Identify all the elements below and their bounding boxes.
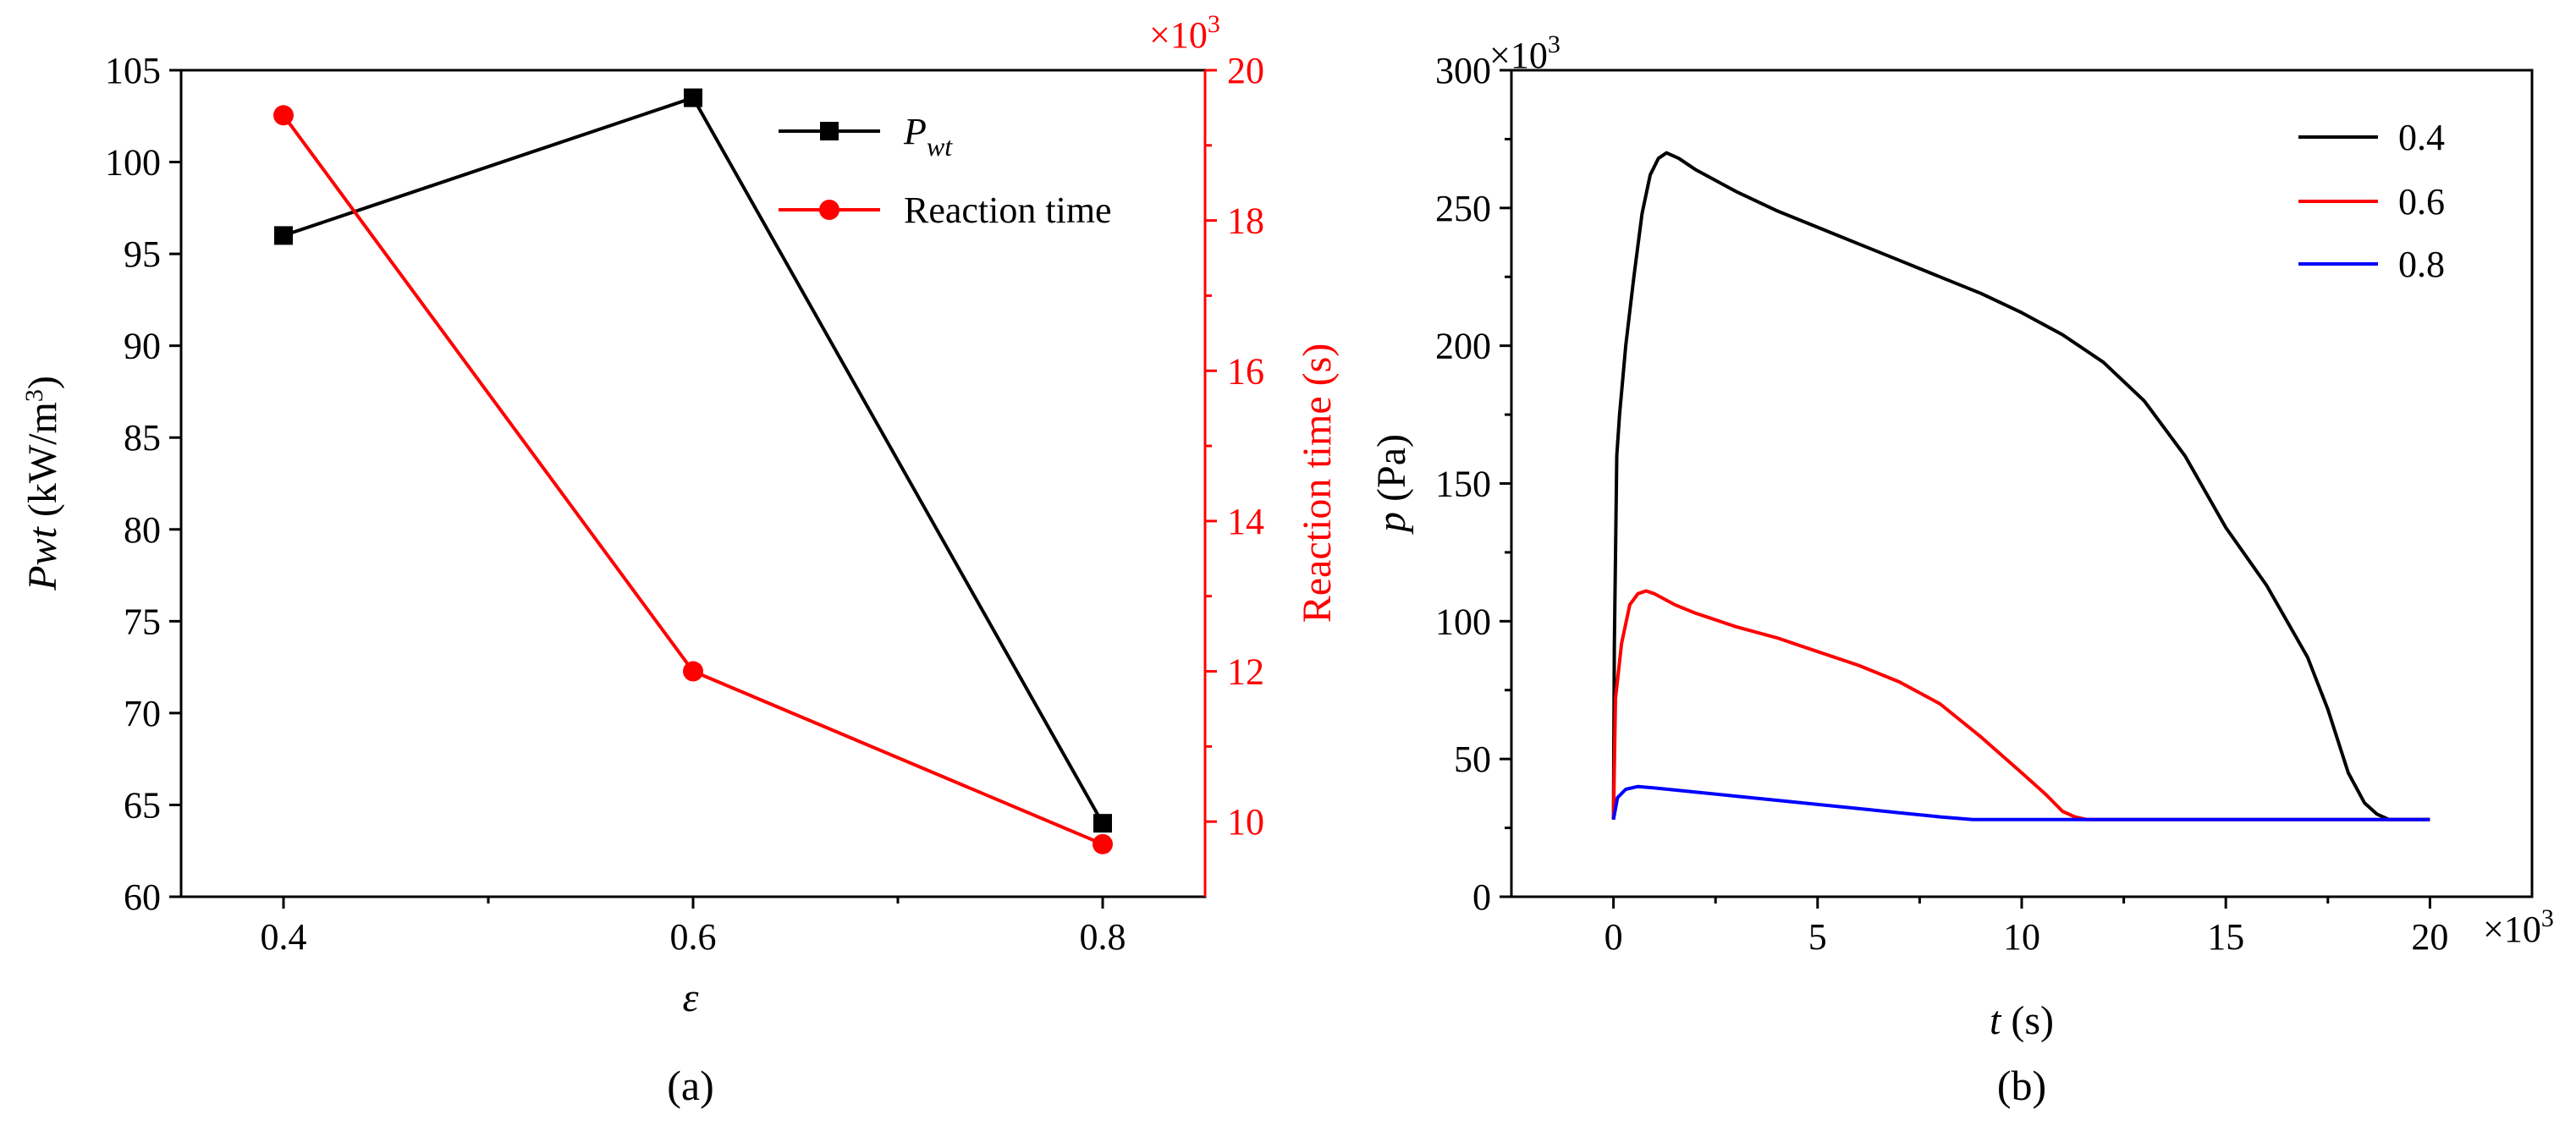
right-y-tick-label: 14 xyxy=(1227,501,1264,542)
left-y-tick-label: 85 xyxy=(124,417,161,459)
x-tick-label: 20 xyxy=(2411,916,2448,958)
left-y-tick-label: 100 xyxy=(105,142,161,184)
legend-reaction-marker xyxy=(819,200,839,220)
panel-b: 0 5 10 15 20 0 50 100 150 200 250 300 ×103 ×103 p … xyxy=(1369,30,2554,1109)
legend-0-6-label: 0.6 xyxy=(2398,181,2445,222)
left-y-tick-label: 95 xyxy=(124,233,161,275)
panel-b-x-ticks: 0 5 10 15 20 xyxy=(1604,897,2448,958)
left-y-tick-label: 105 xyxy=(105,50,161,91)
left-y-tick-label: 80 xyxy=(124,509,161,551)
panel-b-caption: (b) xyxy=(1997,1062,2046,1109)
series-line-0-6 xyxy=(1611,589,2430,821)
y-tick-label: 250 xyxy=(1435,188,1491,229)
panel-a-left-y-ticks: 60 65 70 75 80 85 90 95 100 105 xyxy=(105,50,181,918)
panel-b-y-ticks: 0 50 100 150 200 250 300 xyxy=(1435,50,1511,918)
left-y-tick-label: 65 xyxy=(124,784,161,826)
panel-b-x-axis-title: t (s) xyxy=(1990,998,2054,1043)
y-tick-label: 100 xyxy=(1435,601,1491,642)
legend-pwt-label: Pwt xyxy=(903,111,953,162)
panel-a-caption: (a) xyxy=(667,1062,714,1109)
x-tick-label: 5 xyxy=(1808,916,1827,958)
right-y-tick-label: 16 xyxy=(1227,350,1264,392)
x-tick-label: 0.8 xyxy=(1080,916,1126,958)
x-tick-label: 0 xyxy=(1604,916,1623,958)
data-point-reaction-time xyxy=(273,105,294,126)
legend-0-8-label: 0.8 xyxy=(2398,244,2445,285)
panel-b-legend: 0.4 0.6 0.8 xyxy=(2298,117,2445,285)
left-y-tick-label: 60 xyxy=(124,876,161,918)
y-tick-label: 300 xyxy=(1435,50,1491,91)
panel-a-x-axis-title: ε xyxy=(683,975,699,1020)
left-y-tick-label: 70 xyxy=(124,693,161,734)
data-point-reaction-time xyxy=(683,661,703,682)
data-point-pwt xyxy=(1093,814,1112,833)
right-y-tick-label: 12 xyxy=(1227,651,1264,693)
y-tick-label: 0 xyxy=(1472,876,1491,918)
panel-a-series xyxy=(273,88,1113,854)
legend-reaction-label: Reaction time xyxy=(904,189,1112,231)
legend-0-4-label: 0.4 xyxy=(2398,117,2445,158)
left-y-tick-label: 75 xyxy=(124,601,161,642)
panel-b-x-multiplier: ×103 xyxy=(2483,904,2554,950)
y-tick-label: 200 xyxy=(1435,326,1491,367)
panel-b-y-axis-title: p (Pa) xyxy=(1369,434,1414,535)
right-y-tick-label: 20 xyxy=(1227,50,1264,91)
panel-b-y-multiplier: ×103 xyxy=(1489,30,1560,76)
panel-a-right-y-axis-title: Reaction time (s) xyxy=(1295,343,1340,623)
data-point-pwt xyxy=(274,226,293,245)
legend-pwt-marker xyxy=(820,122,839,140)
x-tick-label: 0.4 xyxy=(261,916,307,958)
panel-a-right-axis-multiplier: ×103 xyxy=(1149,10,1220,56)
data-point-pwt xyxy=(684,88,702,107)
panel-a-left-y-axis-title: Pwt (kW/m3) xyxy=(20,376,65,591)
panel-a-legend: Pwt Reaction time xyxy=(779,111,1112,231)
y-tick-label: 150 xyxy=(1435,464,1491,505)
panel-b-series xyxy=(1611,151,2430,821)
series-line-0-4 xyxy=(1611,151,2430,821)
panel-a-right-y-ticks: 10 12 14 16 18 20 xyxy=(1203,50,1264,897)
y-tick-label: 50 xyxy=(1454,739,1491,780)
left-y-tick-label: 90 xyxy=(124,326,161,367)
x-tick-label: 0.6 xyxy=(670,916,717,958)
data-point-reaction-time xyxy=(1093,833,1113,854)
series-line-0-8 xyxy=(1611,784,2430,821)
right-y-tick-label: 18 xyxy=(1227,200,1264,242)
x-tick-label: 15 xyxy=(2207,916,2244,958)
x-tick-label: 10 xyxy=(2003,916,2040,958)
right-y-tick-label: 10 xyxy=(1227,801,1264,843)
panel-a-x-ticks: 0.4 0.6 0.8 xyxy=(261,897,1126,958)
